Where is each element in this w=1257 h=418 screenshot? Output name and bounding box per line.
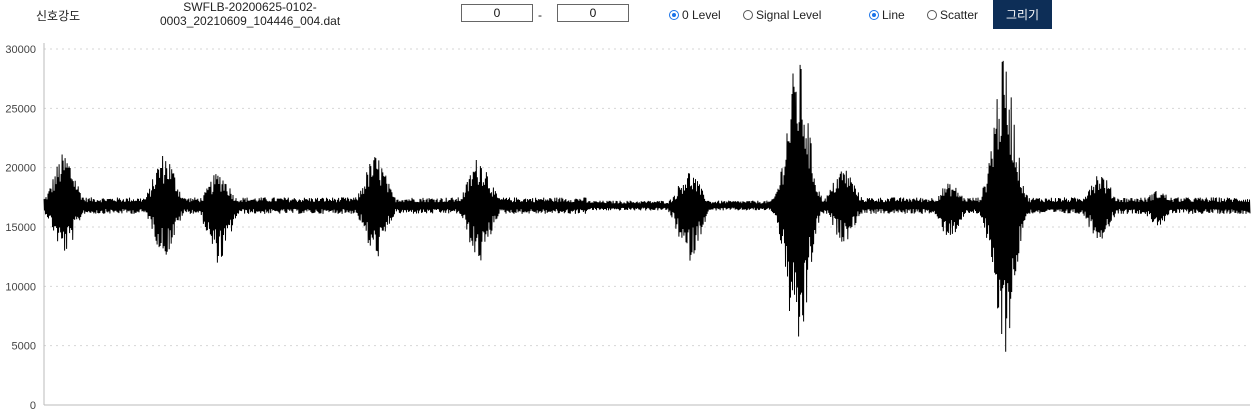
y-tick-label: 30000 bbox=[5, 44, 36, 56]
file-name-line-2: 0003_20210609_104446_004.dat bbox=[160, 14, 341, 28]
y-tick-label: 10000 bbox=[5, 281, 36, 293]
signal-chart: 0 5000 10000 15000 20000 25000 30000 bbox=[5, 43, 1251, 412]
y-axis-ticks: 0 5000 10000 15000 20000 25000 30000 bbox=[5, 44, 36, 412]
y-tick-label: 15000 bbox=[5, 222, 36, 234]
radio-unselected-icon[interactable] bbox=[927, 10, 937, 20]
y-tick-label: 25000 bbox=[5, 103, 36, 115]
range-start-input[interactable] bbox=[461, 4, 533, 22]
y-tick-label: 20000 bbox=[5, 163, 36, 175]
radio-selected-icon[interactable] bbox=[869, 10, 879, 20]
scatter-style-radio[interactable]: Scatter bbox=[927, 8, 978, 22]
radio-selected-icon[interactable] bbox=[669, 10, 679, 20]
draw-button[interactable]: 그리기 bbox=[993, 0, 1052, 29]
scatter-style-label: Scatter bbox=[940, 8, 979, 22]
y-tick-label: 5000 bbox=[12, 341, 36, 353]
signal-series-line bbox=[43, 60, 1251, 352]
signal-level-radio[interactable]: Signal Level bbox=[743, 8, 821, 22]
y-tick-label: 0 bbox=[30, 400, 36, 412]
line-style-radio[interactable]: Line bbox=[869, 8, 905, 22]
line-style-label: Line bbox=[882, 8, 905, 22]
range-end-input[interactable] bbox=[557, 4, 629, 22]
toolbar: 신호강도 SWFLB-20200625-0102- 0003_20210609_… bbox=[0, 0, 1257, 36]
radio-unselected-icon[interactable] bbox=[743, 10, 753, 20]
zero-level-radio[interactable]: 0 Level bbox=[669, 8, 721, 22]
file-name-line-1: SWFLB-20200625-0102- bbox=[183, 0, 317, 14]
chart-title-label: 신호강도 bbox=[36, 9, 81, 23]
zero-level-label: 0 Level bbox=[682, 8, 721, 22]
file-name: SWFLB-20200625-0102- 0003_20210609_10444… bbox=[160, 0, 340, 28]
signal-level-label: Signal Level bbox=[756, 8, 822, 22]
